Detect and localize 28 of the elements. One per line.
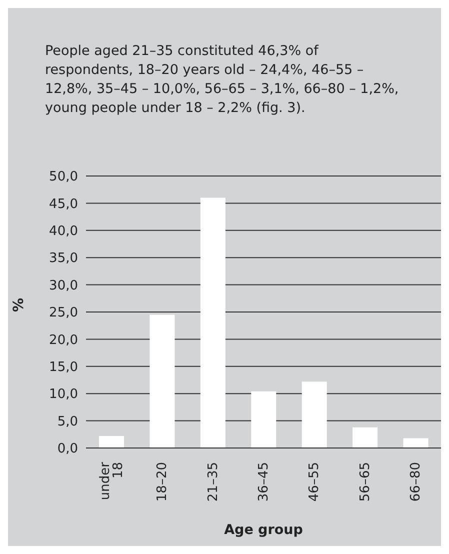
x-tick-label: 66–80 — [408, 462, 424, 502]
y-axis-title: % — [10, 298, 27, 312]
y-tick-label: 0,0 — [57, 442, 78, 457]
chart-title: People aged 21–35 constituted 46,3% of respondents, 18–20 years old – 24,4%, 46–55 – 12,8%, 35–45 – 10,0%, 56–65 – 3,1%, 66–80 – 1,2%, young people under 18 – 2,2% (fig. 3). — [45, 42, 400, 118]
y-tick-label: 45,0 — [49, 196, 78, 212]
y-tick-label: 50,0 — [49, 170, 78, 185]
x-tick-label: 36–45 — [256, 462, 272, 502]
bar — [403, 438, 428, 448]
x-axis-title: Age group — [224, 522, 304, 538]
y-tick-label: 5,0 — [57, 414, 78, 430]
bar — [302, 382, 327, 448]
bar — [150, 314, 175, 448]
x-tick-label: 21–35 — [206, 462, 221, 502]
x-tick-label: under 18 — [98, 461, 126, 500]
x-tick-label: 18–20 — [155, 462, 170, 502]
y-tick-label: 20,0 — [49, 332, 78, 348]
y-tick-label: 35,0 — [49, 251, 78, 266]
y-tick-label: 30,0 — [49, 278, 78, 294]
bar — [99, 436, 124, 448]
bar — [200, 198, 226, 448]
bar — [251, 391, 276, 448]
y-tick-label: 25,0 — [49, 306, 78, 321]
bar — [352, 427, 378, 448]
y-tick-label: 15,0 — [49, 360, 78, 376]
y-tick-label: 40,0 — [49, 224, 78, 240]
y-tick-label: 10,0 — [49, 387, 78, 402]
x-tick-label: 56–65 — [358, 462, 373, 502]
x-tick-label: 46–55 — [307, 462, 322, 502]
